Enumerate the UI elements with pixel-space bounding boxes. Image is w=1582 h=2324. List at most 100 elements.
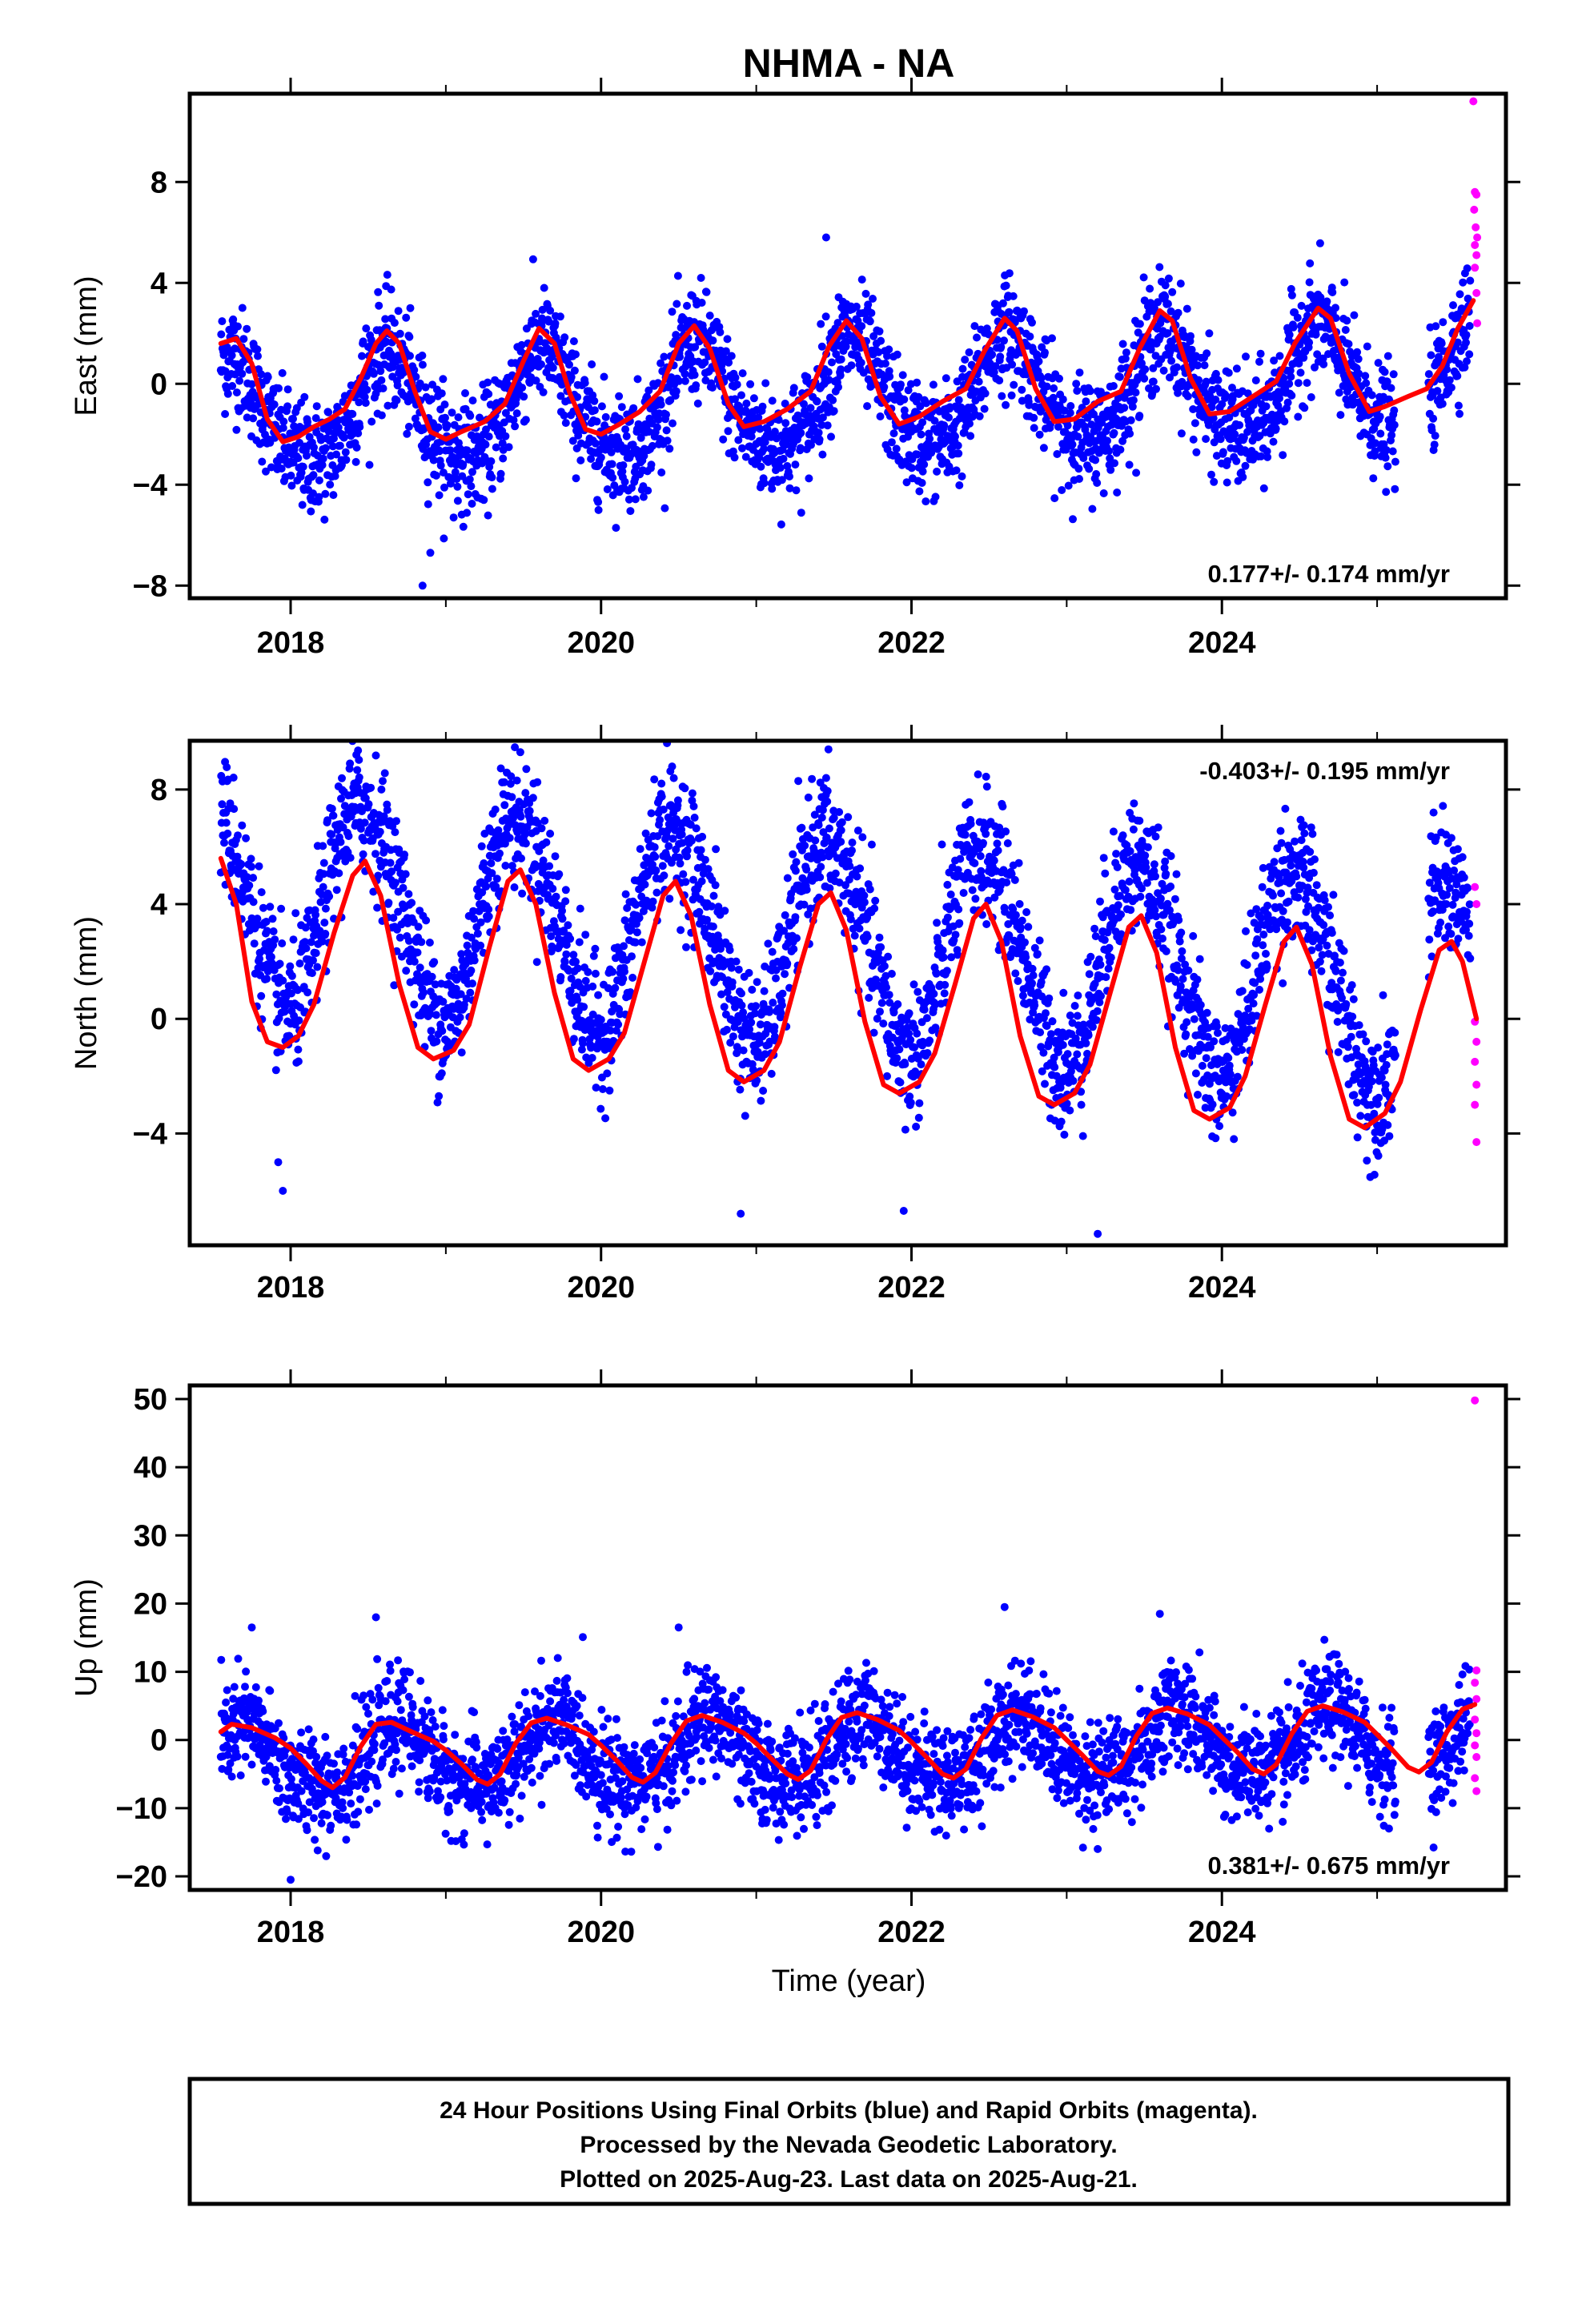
east-final-point [1163, 329, 1172, 337]
east-final-point [1211, 369, 1220, 378]
north-final-point [728, 978, 737, 987]
north-final-point [562, 940, 571, 949]
east-final-point [917, 479, 926, 487]
east-final-point [1355, 369, 1363, 378]
north-final-point [837, 818, 846, 826]
north-final-point [371, 850, 379, 858]
east-final-point [1107, 420, 1116, 429]
east-final-point [926, 434, 934, 443]
north-final-point [392, 817, 400, 826]
east-final-point [880, 383, 889, 392]
east-final-point [1438, 400, 1447, 408]
east-final-point [1135, 412, 1144, 420]
east-final-point [217, 330, 226, 339]
east-final-point [1362, 379, 1371, 388]
east-final-point [852, 302, 861, 311]
east-axes-frame [187, 91, 1508, 601]
east-final-point [551, 319, 560, 328]
east-final-point [567, 372, 576, 381]
east-final-point [683, 301, 691, 310]
north-final-point [688, 789, 697, 798]
north-final-point [487, 859, 496, 867]
north-final-point [947, 953, 956, 962]
east-final-point [303, 418, 312, 426]
east-final-point [537, 360, 545, 368]
north-final-point [727, 963, 736, 972]
east-final-point [1465, 322, 1474, 330]
east-final-point [1445, 376, 1454, 384]
north-final-point [588, 982, 597, 991]
east-final-point [376, 367, 385, 376]
north-final-point [733, 1018, 742, 1027]
east-final-point [920, 460, 929, 468]
east-final-point [561, 419, 570, 428]
east-final-point [1086, 387, 1094, 396]
north-final-point [1028, 964, 1037, 973]
east-final-point [287, 481, 296, 490]
north-final-point [959, 889, 968, 897]
north-final-point [879, 1019, 888, 1028]
east-final-point [403, 429, 412, 438]
east-final-point [881, 360, 889, 368]
east-final-point [600, 372, 608, 381]
north-final-point [910, 1043, 918, 1051]
east-final-point [1030, 413, 1038, 422]
north-final-point [961, 830, 970, 839]
east-final-point [369, 369, 378, 378]
north-final-point [1042, 965, 1051, 974]
east-final-point [1235, 420, 1244, 429]
north-final-point [539, 856, 548, 865]
east-final-point [480, 496, 488, 505]
north-final-point [671, 826, 680, 834]
north-final-point [887, 970, 896, 978]
east-final-point [913, 378, 921, 387]
north-final-point [477, 842, 486, 850]
north-final-point [588, 1054, 596, 1062]
north-final-point [561, 886, 570, 895]
north-final-point [679, 870, 688, 879]
east-final-point [834, 383, 842, 392]
east-final-point [1066, 408, 1074, 417]
north-final-point [566, 935, 575, 943]
east-final-point [615, 392, 624, 400]
north-final-point [845, 889, 853, 898]
east-final-point [1437, 339, 1446, 348]
east-final-point [1323, 297, 1331, 306]
east-final-point [1222, 392, 1231, 400]
north-final-point [931, 1000, 939, 1009]
east-final-point [1224, 368, 1233, 377]
east-final-point [876, 412, 885, 420]
north-final-point [912, 1122, 921, 1131]
north-final-point [893, 1054, 901, 1063]
east-final-point [1232, 456, 1241, 465]
north-final-point [808, 774, 817, 783]
north-final-point [501, 862, 510, 870]
east-final-point [590, 396, 599, 405]
east-final-point [249, 414, 258, 423]
east-final-point [1257, 452, 1266, 460]
east-final-point [404, 422, 413, 431]
east-final-point [1369, 474, 1378, 483]
east-final-point [1018, 396, 1026, 405]
east-final-point [1465, 350, 1474, 359]
east-final-point [481, 440, 490, 449]
east-final-point [580, 379, 589, 388]
north-final-point [371, 751, 380, 760]
east-final-point [828, 358, 836, 367]
east-final-point [818, 450, 827, 459]
east-final-point [418, 360, 427, 369]
east-final-point [857, 322, 866, 331]
east-final-point [467, 482, 476, 491]
north-final-point [893, 1000, 902, 1008]
north-final-point [518, 725, 526, 733]
north-final-point [313, 963, 322, 971]
north-final-point [245, 881, 254, 890]
east-final-point [875, 327, 884, 336]
north-final-point [802, 865, 811, 874]
north-final-point [311, 911, 320, 919]
east-final-point [781, 400, 789, 408]
north-final-point [739, 1008, 748, 1017]
east-final-point [652, 423, 661, 432]
east-final-point [1306, 259, 1315, 267]
north-final-point [534, 879, 543, 888]
